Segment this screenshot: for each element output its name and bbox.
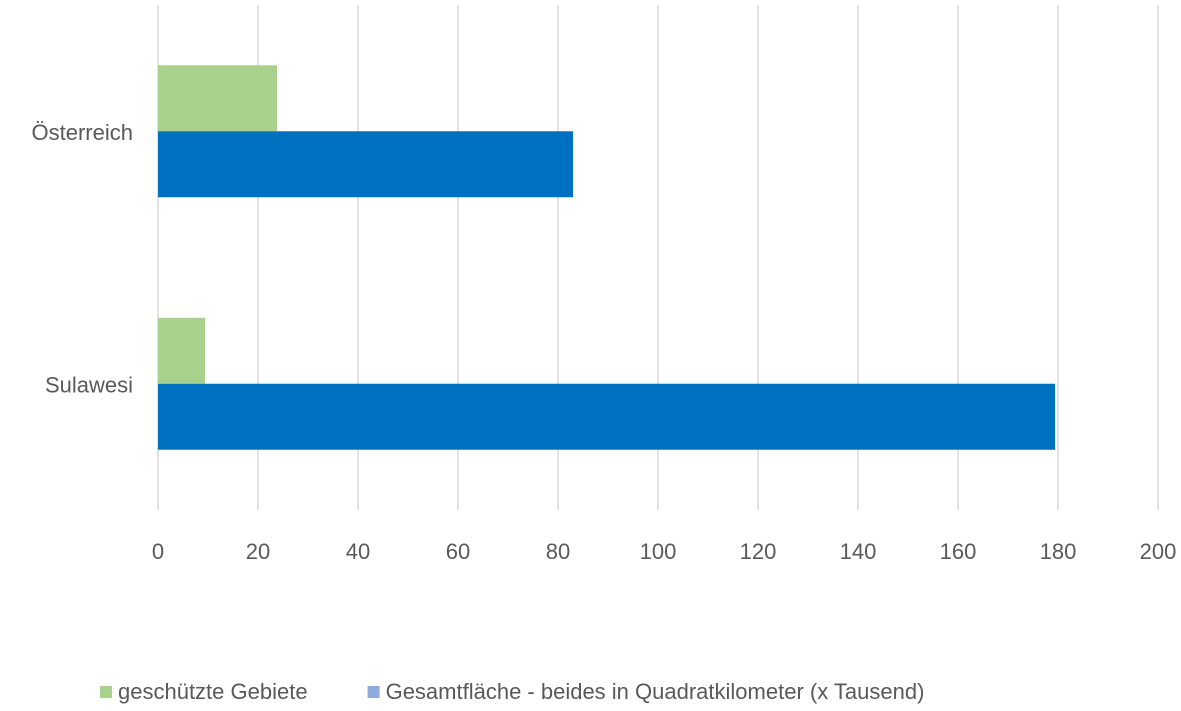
y-tick-label: Sulawesi xyxy=(45,373,133,398)
x-tick-label: 40 xyxy=(346,539,370,564)
bar xyxy=(158,317,205,384)
bar xyxy=(158,131,573,198)
x-tick-label: 100 xyxy=(640,539,677,564)
legend-label: Gesamtfläche - beides in Quadratkilomete… xyxy=(386,679,925,704)
bar xyxy=(158,383,1055,450)
bar xyxy=(158,65,277,132)
y-tick-label: Österreich xyxy=(32,120,133,145)
legend-label: geschützte Gebiete xyxy=(118,679,308,704)
x-tick-label: 140 xyxy=(840,539,877,564)
x-tick-label: 160 xyxy=(940,539,977,564)
x-tick-label: 120 xyxy=(740,539,777,564)
x-tick-label: 60 xyxy=(446,539,470,564)
legend-swatch xyxy=(100,686,112,698)
x-tick-label: 80 xyxy=(546,539,570,564)
x-tick-label: 0 xyxy=(152,539,164,564)
x-tick-label: 180 xyxy=(1040,539,1077,564)
x-tick-label: 20 xyxy=(246,539,270,564)
x-tick-label: 200 xyxy=(1140,539,1177,564)
legend-swatch xyxy=(367,686,380,698)
